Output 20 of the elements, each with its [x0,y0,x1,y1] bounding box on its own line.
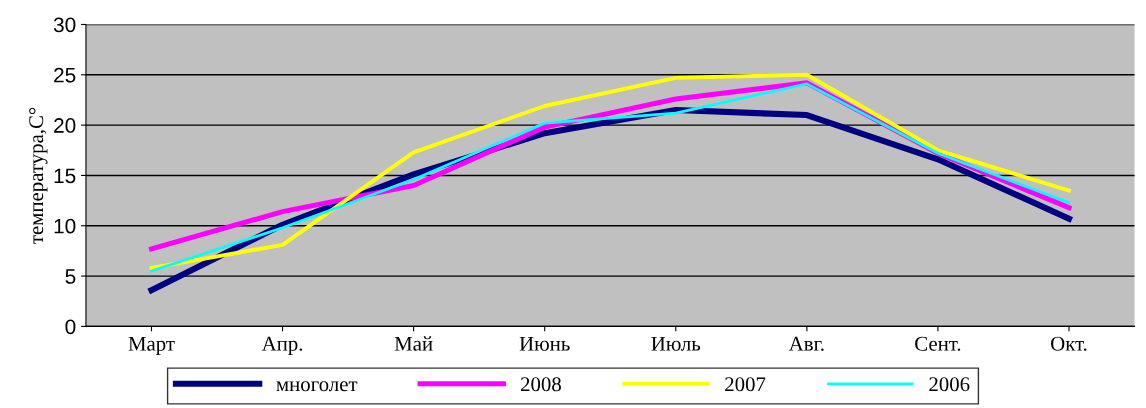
y-tick-label: 5 [65,269,76,284]
x-tick-label: Март [128,336,175,356]
legend-label: многолет [276,381,358,392]
x-tick-label: Май [394,336,433,351]
x-tick-label: Сент. [915,336,961,351]
y-axis-title: температура,С° [29,107,48,244]
legend-label: 2007 [725,377,766,392]
y-tick-label: 0 [65,319,76,335]
legend-label: 2006 [929,377,970,392]
x-tick-label: Июнь [519,336,570,351]
x-tick-label: Июль [651,336,701,351]
y-tick-label: 15 [54,168,76,184]
x-tick-label: Апр. [261,336,303,356]
y-tick-label: 10 [54,218,76,234]
y-tick-label: 25 [54,67,76,83]
y-tick-label: 20 [54,118,76,133]
legend-label: 2008 [520,377,561,392]
x-tick-label: Авг. [788,336,824,351]
y-tick-label: 30 [53,17,76,33]
x-tick-label: Окт. [1051,336,1087,351]
